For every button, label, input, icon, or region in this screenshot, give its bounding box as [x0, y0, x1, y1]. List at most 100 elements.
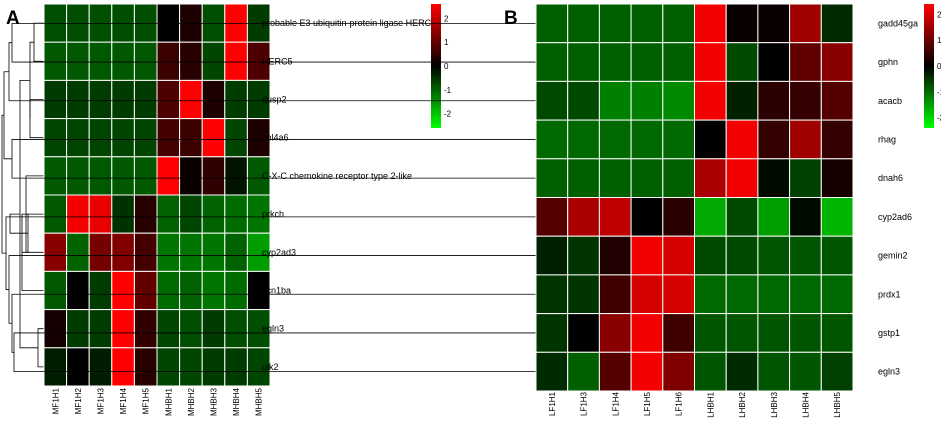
heatmap-cell [111, 79, 135, 120]
heatmap-cell [598, 158, 632, 199]
row-label: gphn [878, 57, 898, 67]
heatmap-cell [662, 351, 695, 392]
heatmap-cell [757, 313, 791, 353]
heatmap-cell [111, 194, 135, 234]
heatmap-cell [598, 119, 632, 160]
heatmap-cell [201, 156, 226, 196]
heatmap-cell [88, 79, 113, 120]
heatmap-cell [694, 313, 727, 353]
column-label: LHBH2 [738, 391, 747, 417]
column-label: MHBH3 [210, 387, 219, 416]
column-label: MF1H3 [97, 387, 106, 414]
legend-tick-label: 1 [937, 36, 941, 45]
heatmap-cell [598, 42, 632, 82]
heatmap-cell [725, 313, 759, 353]
row-label: prdx1 [878, 289, 901, 299]
heatmap-cell [694, 274, 727, 315]
heatmap-cell [66, 156, 90, 196]
heatmap-cell [789, 197, 822, 237]
row-dendrogram-a [9, 22, 44, 368]
column-label: MF1H1 [51, 387, 60, 414]
row-label: HERC5 [262, 56, 293, 66]
heatmap-cell [179, 79, 203, 120]
column-label: LF1H5 [643, 391, 652, 416]
heatmap-panel-a: probable E3 ubiquitin-protein ligase HER… [9, 3, 452, 416]
row-label: scn1ba [262, 286, 291, 296]
row-label: rhag [878, 134, 896, 144]
heatmap-cell [598, 274, 632, 315]
row-label: C-X-C chemokine receptor type 2-like [262, 171, 412, 181]
heatmap-cell [789, 158, 822, 199]
heatmap-cell [66, 41, 90, 81]
heatmap-cell [630, 235, 664, 276]
column-labels-b: LF1H1 LF1H3 LF1H4 LF1H5 LF1H6 LHBH1 LHBH2 LHBH3… [548, 391, 842, 417]
heatmap-cell [88, 41, 113, 81]
column-label: LHBH5 [833, 391, 842, 417]
dendrogram-branch [37, 328, 44, 368]
heatmap-cell [694, 351, 727, 392]
row-label: dusp2 [262, 95, 287, 105]
heatmap-cell [43, 194, 68, 234]
heatmap-cell [694, 80, 727, 121]
heatmap-cell [179, 118, 203, 158]
heatmap-cells-a [43, 3, 271, 387]
dendrogram-branch [1, 114, 6, 254]
heatmap-cell [88, 156, 113, 196]
heatmap-cell [757, 158, 791, 199]
heatmap-cell [224, 156, 248, 196]
heatmap-cell [111, 232, 135, 272]
legend-tick-label: -2 [937, 114, 941, 123]
column-label: MF1H4 [119, 387, 128, 414]
heatmap-panel-b: gadd45ga gphn acacb rhag dnah6 cyp2ad6 gemin2 p… [1, 3, 941, 418]
column-label: LF1H4 [611, 391, 620, 416]
heatmap-cell [725, 42, 759, 82]
legend-color-bar [431, 4, 441, 128]
heatmap-cell [156, 79, 181, 120]
column-label: LF1H3 [580, 391, 589, 416]
heatmap-cell [725, 158, 759, 199]
heatmap-cell [567, 313, 600, 353]
heatmap-cell [630, 197, 664, 237]
heatmap-cell [66, 118, 90, 158]
heatmap-cell [156, 232, 181, 272]
heatmap-cell [43, 79, 68, 120]
heatmap-cell [246, 347, 271, 387]
heatmap-cell [43, 118, 68, 158]
heatmap-cell [662, 3, 695, 44]
heatmap-cell [630, 80, 664, 121]
heatmap-cell [111, 270, 135, 311]
heatmap-cell [224, 309, 248, 349]
heatmap-cell [535, 313, 569, 353]
heatmap-cell [567, 3, 600, 44]
row-labels-b: gadd45ga gphn acacb rhag dnah6 cyp2ad6 gemin2 p… [878, 18, 918, 376]
heatmap-cell [694, 235, 727, 276]
heatmap-cell [43, 347, 68, 387]
heatmap-cell [224, 118, 248, 158]
heatmap-cell [156, 156, 181, 196]
heatmap-cell [567, 158, 600, 199]
row-label: egln3 [262, 324, 284, 334]
heatmap-cell [535, 158, 569, 199]
heatmap-cell [133, 232, 158, 272]
legend-tick-label: 0 [444, 62, 449, 71]
heatmap-cell [66, 309, 90, 349]
legend-tick-label: -1 [444, 86, 452, 95]
heatmap-cell [179, 156, 203, 196]
heatmap-cell [820, 351, 854, 392]
heatmap-cell [179, 41, 203, 81]
heatmap-cell [694, 197, 727, 237]
heatmap-cell [662, 313, 695, 353]
heatmap-cell [725, 197, 759, 237]
heatmap-cell [201, 309, 226, 349]
heatmap-cell [133, 118, 158, 158]
heatmap-cell [820, 3, 854, 44]
heatmap-cell [88, 194, 113, 234]
heatmap-cell [630, 119, 664, 160]
heatmap-cell [43, 232, 68, 272]
heatmap-cell [725, 274, 759, 315]
heatmap-cells-b [535, 3, 854, 392]
legend-tick-label: 2 [444, 14, 449, 23]
dendrogram-branch [33, 22, 44, 62]
heatmap-cell [598, 235, 632, 276]
